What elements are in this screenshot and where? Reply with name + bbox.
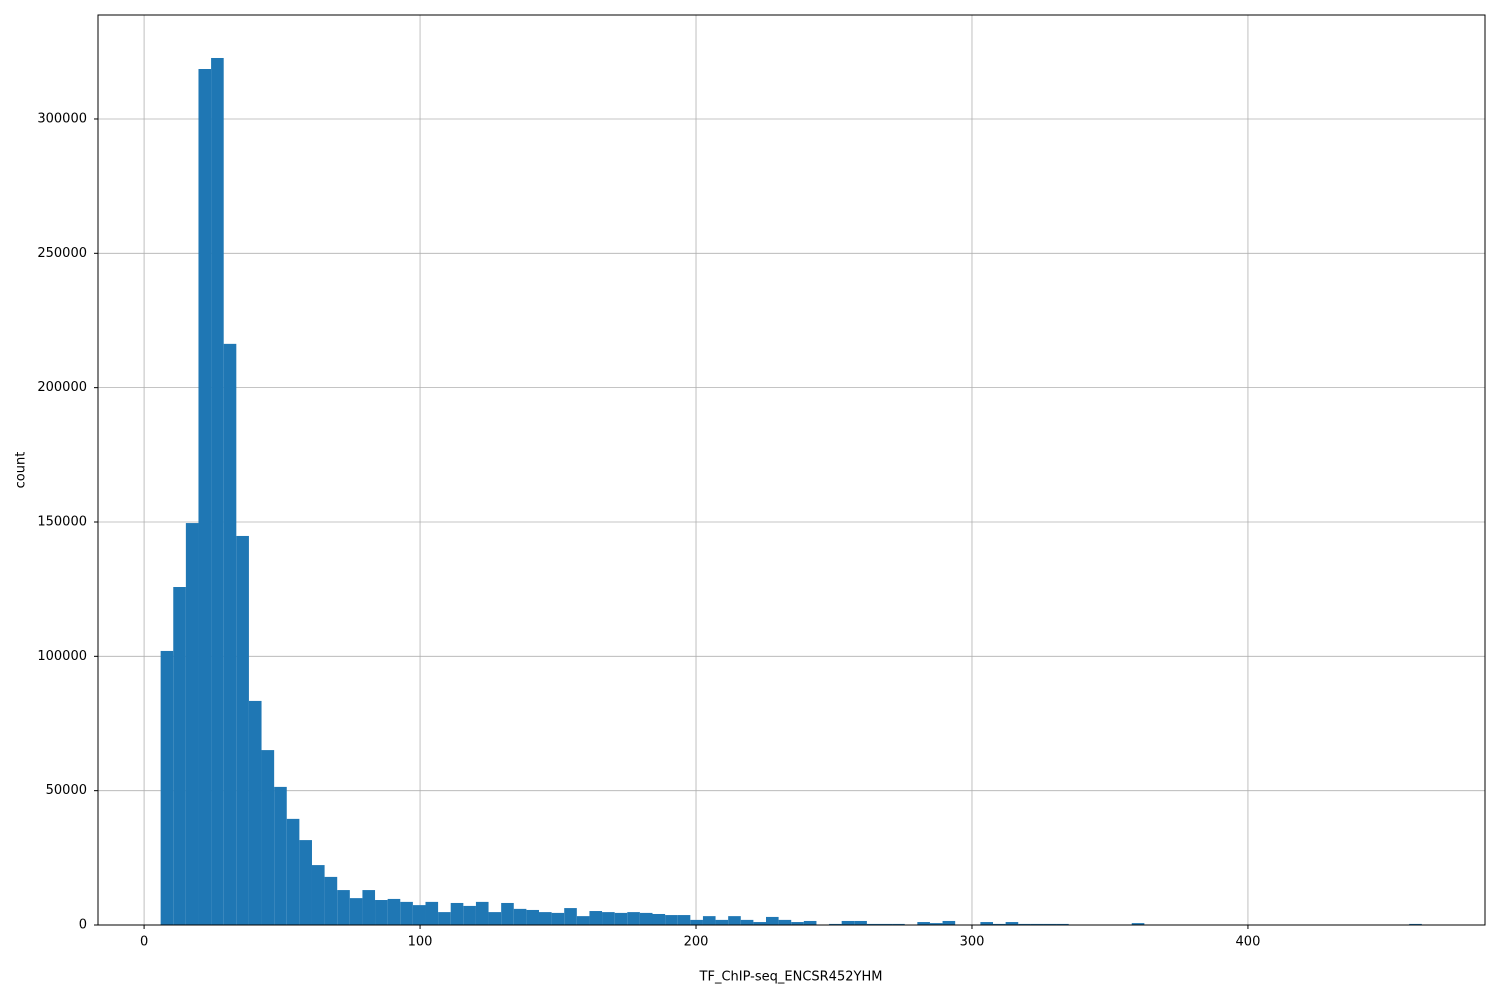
bar (766, 916, 779, 925)
bar (387, 898, 401, 925)
bar (551, 912, 565, 925)
plot-frame (97, 14, 1486, 926)
y-tick-label: 100000 (37, 649, 87, 664)
bar (438, 912, 451, 925)
bar (349, 898, 363, 925)
y-tick-label: 0 (79, 918, 87, 933)
bar (652, 913, 666, 925)
bar (1005, 922, 1019, 925)
x-axis-label: TF_ChIP-seq_ENCSR452YHM (699, 970, 883, 985)
bar (1018, 923, 1031, 925)
y-axis-label: count (14, 452, 29, 489)
bar (362, 890, 376, 925)
bar (917, 922, 930, 925)
bar (526, 909, 539, 925)
y-tick-label: 200000 (37, 380, 87, 395)
bar (475, 901, 489, 925)
bar (223, 343, 237, 925)
bar (1131, 923, 1145, 925)
bar (400, 901, 413, 925)
bar (778, 919, 792, 925)
bar (1409, 923, 1422, 925)
bar (829, 923, 842, 925)
bar (1043, 923, 1057, 925)
bar (980, 922, 994, 925)
bar (1030, 923, 1044, 925)
bar (728, 916, 741, 925)
bar (866, 923, 880, 925)
x-tick-label: 200 (684, 935, 709, 950)
bar (803, 920, 817, 925)
x-tick-label: 300 (960, 935, 985, 950)
bar (375, 900, 388, 925)
bar (198, 69, 212, 925)
y-tick-label: 300000 (37, 111, 87, 126)
bar (602, 912, 615, 925)
bar (879, 923, 893, 925)
bar (929, 923, 943, 925)
bar (513, 908, 527, 925)
bar (993, 923, 1006, 925)
x-tick-label: 0 (140, 935, 148, 950)
bar (702, 916, 716, 925)
bar (538, 912, 552, 925)
bar (740, 919, 754, 925)
bar (261, 750, 275, 925)
bar (412, 905, 426, 925)
bar (677, 915, 691, 925)
bar (564, 908, 577, 925)
y-tick-label: 150000 (37, 514, 87, 529)
bar (286, 818, 300, 925)
bar (715, 919, 729, 925)
bar (639, 912, 653, 925)
bar (160, 650, 174, 925)
bar (665, 915, 678, 925)
y-tick-label: 250000 (37, 246, 87, 261)
x-tick-label: 400 (1236, 935, 1261, 950)
bar (274, 786, 287, 925)
bar (173, 587, 186, 925)
y-tick-label: 50000 (46, 783, 87, 798)
bar (576, 916, 590, 925)
bar (942, 920, 956, 925)
bar (854, 920, 867, 925)
x-tick-label: 100 (408, 935, 433, 950)
bar (753, 922, 767, 925)
bar (236, 535, 249, 925)
bar (1056, 923, 1069, 925)
bar (248, 700, 262, 925)
bar (501, 902, 514, 925)
bar (892, 923, 905, 925)
bar (311, 865, 325, 925)
bar (690, 919, 703, 925)
bar (488, 912, 502, 925)
bar (425, 901, 439, 925)
bar (614, 912, 628, 925)
bar (589, 911, 603, 925)
bar (337, 890, 350, 925)
bar (324, 876, 338, 925)
bar (450, 902, 464, 925)
bar (841, 920, 855, 925)
bar (463, 905, 476, 925)
bar (299, 840, 312, 925)
bar (627, 912, 640, 925)
bar (211, 57, 224, 925)
bar (791, 922, 804, 925)
bar (185, 523, 199, 925)
